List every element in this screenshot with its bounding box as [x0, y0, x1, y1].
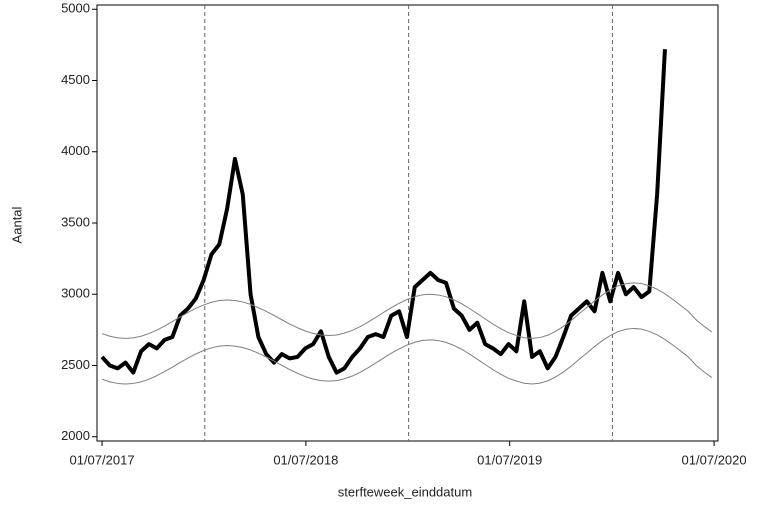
- plot-frame: [96, 4, 719, 442]
- y-axis-title: Aantal: [9, 206, 24, 243]
- x-tick-label: 01/07/2020: [682, 452, 747, 467]
- threshold-line: [101, 327, 713, 385]
- y-tick-label: 3000: [61, 286, 90, 301]
- threshold-line: [101, 282, 713, 339]
- x-tick-label: 01/07/2017: [69, 452, 134, 467]
- y-tick-label: 5000: [61, 1, 90, 16]
- x-tick-label: 01/07/2018: [273, 452, 338, 467]
- y-tick-label: 4000: [61, 143, 90, 158]
- y-tick-label: 2500: [61, 357, 90, 372]
- y-tick-label: 4500: [61, 72, 90, 87]
- y-tick-label: 3500: [61, 214, 90, 229]
- x-axis-title: sterfteweek_einddatum: [338, 484, 472, 499]
- x-tick-label: 01/07/2019: [477, 452, 542, 467]
- series-line: [100, 49, 667, 375]
- y-tick-label: 2000: [61, 428, 90, 443]
